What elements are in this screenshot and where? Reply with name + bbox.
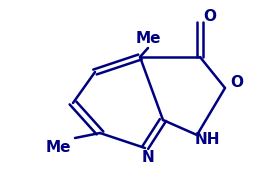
- Text: Me: Me: [135, 30, 161, 45]
- Text: NH: NH: [194, 132, 220, 147]
- Text: O: O: [230, 74, 244, 90]
- Text: N: N: [141, 151, 154, 166]
- Text: O: O: [204, 8, 216, 23]
- Text: Me: Me: [45, 141, 71, 156]
